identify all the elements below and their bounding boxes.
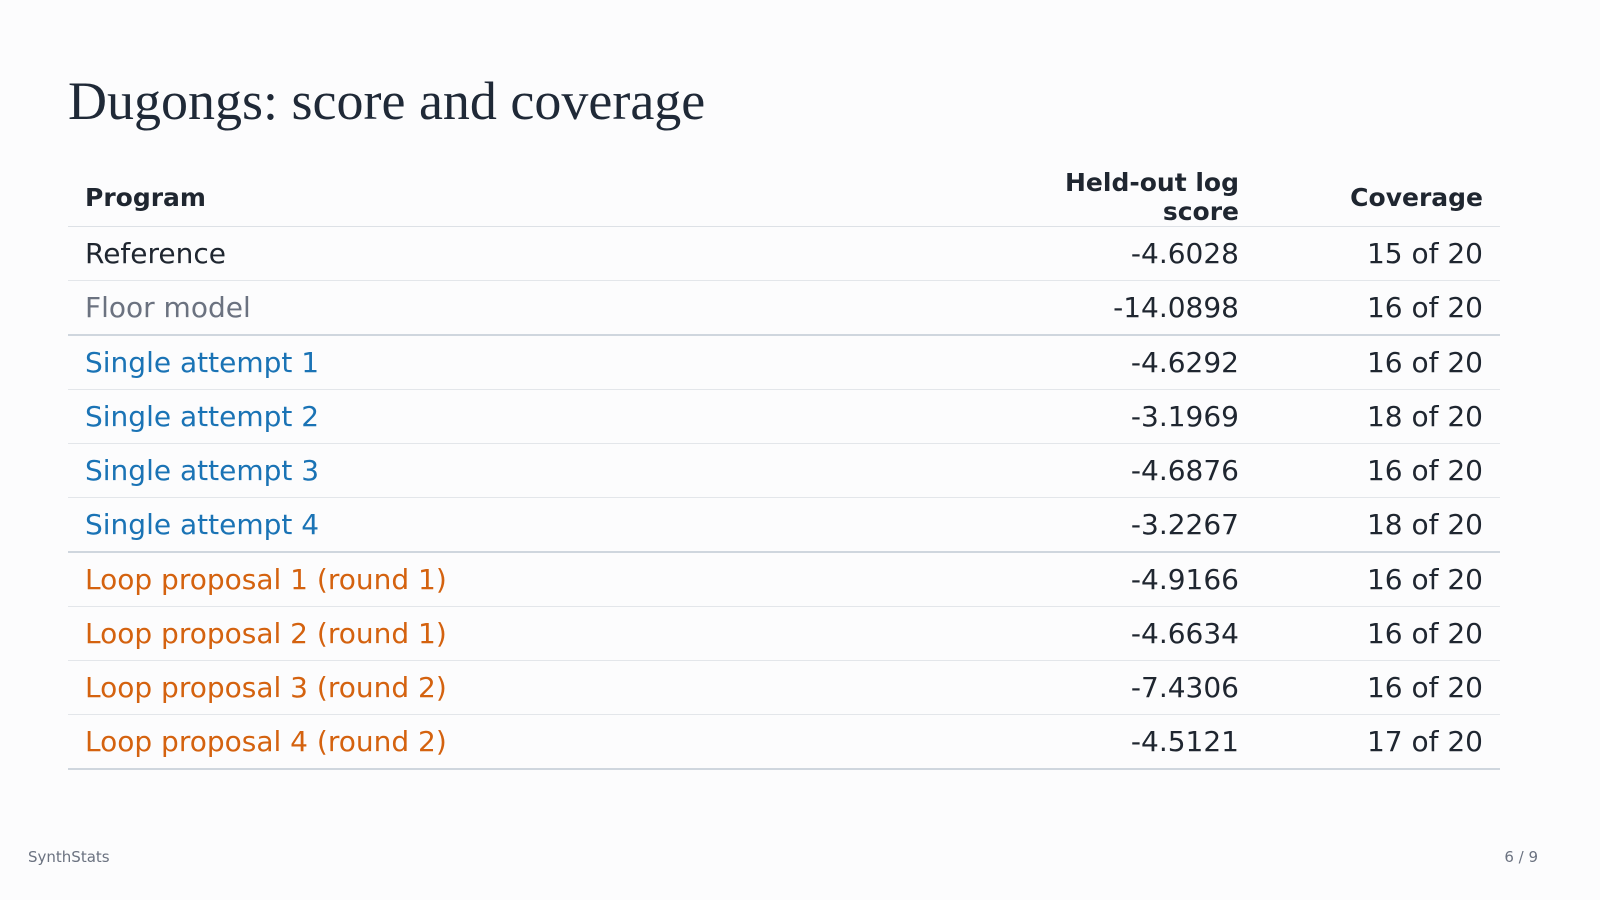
column-header: Coverage xyxy=(1256,168,1500,227)
program-cell: Single attempt 2 xyxy=(68,389,992,444)
table-row: Single attempt 1 -4.6292 16 of 20 xyxy=(68,335,1500,390)
program-cell: Single attempt 4 xyxy=(68,497,992,553)
program-cell: Single attempt 1 xyxy=(68,335,992,390)
program-cell: Loop proposal 1 (round 1) xyxy=(68,552,992,607)
table-row: Loop proposal 4 (round 2) -4.5121 17 of 20 xyxy=(68,714,1500,770)
score-cell: -4.6292 xyxy=(992,335,1256,390)
coverage-cell: 15 of 20 xyxy=(1256,226,1500,281)
coverage-cell: 18 of 20 xyxy=(1256,497,1500,553)
column-header: Program xyxy=(68,168,992,227)
score-cell: -4.6028 xyxy=(992,226,1256,281)
coverage-cell: 16 of 20 xyxy=(1256,335,1500,390)
results-table: Program Held-out log score Coverage Refe… xyxy=(68,168,1500,770)
score-cell: -3.2267 xyxy=(992,497,1256,553)
score-cell: -7.4306 xyxy=(992,660,1256,715)
slide-title: Dugongs: score and coverage xyxy=(68,71,706,131)
coverage-cell: 16 of 20 xyxy=(1256,660,1500,715)
program-cell: Loop proposal 2 (round 1) xyxy=(68,606,992,661)
program-cell: Reference xyxy=(68,226,992,281)
program-cell: Single attempt 3 xyxy=(68,443,992,498)
table-row: Single attempt 2 -3.1969 18 of 20 xyxy=(68,389,1500,444)
coverage-cell: 16 of 20 xyxy=(1256,443,1500,498)
program-cell: Loop proposal 3 (round 2) xyxy=(68,660,992,715)
coverage-cell: 16 of 20 xyxy=(1256,552,1500,607)
page-number: 6 / 9 xyxy=(1504,848,1538,866)
footer-brand: SynthStats xyxy=(28,848,110,866)
table-row: Reference -4.6028 15 of 20 xyxy=(68,226,1500,281)
score-cell: -4.6876 xyxy=(992,443,1256,498)
coverage-cell: 16 of 20 xyxy=(1256,606,1500,661)
score-cell: -4.6634 xyxy=(992,606,1256,661)
program-cell: Loop proposal 4 (round 2) xyxy=(68,714,992,770)
coverage-cell: 16 of 20 xyxy=(1256,280,1500,336)
program-cell: Floor model xyxy=(68,280,992,336)
score-cell: -3.1969 xyxy=(992,389,1256,444)
score-cell: -4.5121 xyxy=(992,714,1256,770)
table-row: Loop proposal 3 (round 2) -7.4306 16 of 20 xyxy=(68,660,1500,715)
table-row: Single attempt 3 -4.6876 16 of 20 xyxy=(68,443,1500,498)
coverage-cell: 18 of 20 xyxy=(1256,389,1500,444)
table-row: Floor model -14.0898 16 of 20 xyxy=(68,280,1500,336)
header-row: Program Held-out log score Coverage xyxy=(68,168,1500,227)
column-header: Held-out log score xyxy=(992,168,1256,227)
table-row: Loop proposal 2 (round 1) -4.6634 16 of 20 xyxy=(68,606,1500,661)
score-cell: -14.0898 xyxy=(992,280,1256,336)
table-row: Loop proposal 1 (round 1) -4.9166 16 of 20 xyxy=(68,552,1500,607)
score-cell: -4.9166 xyxy=(992,552,1256,607)
coverage-cell: 17 of 20 xyxy=(1256,714,1500,770)
table-row: Single attempt 4 -3.2267 18 of 20 xyxy=(68,497,1500,553)
